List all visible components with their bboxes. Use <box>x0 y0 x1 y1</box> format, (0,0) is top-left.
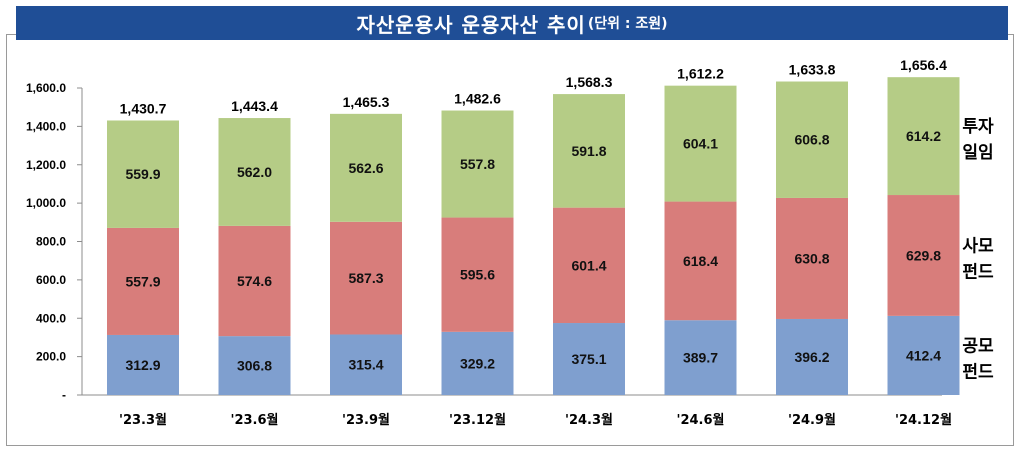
legend-entry: 일임 <box>962 142 993 163</box>
bar-segment <box>887 195 960 316</box>
bar-segment <box>330 113 402 222</box>
bar-segment <box>441 217 514 332</box>
y-tick-label: 400.0 <box>36 311 66 325</box>
bar-segment <box>441 331 514 395</box>
data-label: 315.4 <box>348 357 383 373</box>
bar-segment <box>107 227 179 335</box>
y-tick-label: 1,000.0 <box>26 196 66 210</box>
y-tick-label: 800.0 <box>36 235 66 249</box>
bar-segment <box>664 201 737 321</box>
bar-segment <box>107 120 179 228</box>
data-label: 601.4 <box>571 257 606 273</box>
y-tick-label: 1,200.0 <box>26 158 66 172</box>
data-label: 559.9 <box>125 166 160 182</box>
data-label: 614.2 <box>906 128 941 144</box>
x-tick-label: '24.9월 <box>788 412 836 428</box>
data-label: 412.4 <box>906 347 941 363</box>
x-tick-label: '23.9월 <box>342 412 390 428</box>
y-tick-label: 1,400.0 <box>26 119 66 133</box>
bar-segment <box>553 94 625 208</box>
data-label: 329.2 <box>460 355 495 371</box>
data-label: 629.8 <box>906 247 941 263</box>
bar-segment <box>330 221 402 335</box>
data-label: 306.8 <box>237 358 272 374</box>
data-label: 312.9 <box>125 357 160 373</box>
total-label: 1,568.3 <box>566 74 613 90</box>
x-tick-label: '23.12월 <box>449 412 506 428</box>
x-tick-label: '23.6월 <box>230 412 278 428</box>
data-label: 606.8 <box>794 132 829 148</box>
bar-segment <box>664 320 737 395</box>
chart-title: 자산운용사 운용자산 추이 <box>356 12 586 37</box>
x-tick-label: '24.12월 <box>895 412 952 428</box>
total-label: 1,633.8 <box>789 62 836 78</box>
bar-segment <box>218 225 291 337</box>
bar-segment <box>441 110 514 218</box>
chart-title-bar: 자산운용사 운용자산 추이 (단위 : 조원) <box>16 6 1008 40</box>
bar-segment <box>664 85 737 202</box>
data-label: 557.8 <box>460 156 495 172</box>
data-label: 604.1 <box>683 136 718 152</box>
bar-segment <box>887 77 960 196</box>
bar-segment <box>776 318 848 395</box>
x-tick-label: '23.3월 <box>119 412 167 428</box>
data-label: 591.8 <box>571 143 606 159</box>
legend-entry: 사모 <box>962 236 994 256</box>
x-tick-label: '24.3월 <box>565 412 613 428</box>
legend-entry: 공모 <box>962 336 994 356</box>
bar-segment <box>553 323 625 395</box>
data-label: 396.2 <box>794 349 829 365</box>
bar-segment <box>107 334 179 395</box>
data-label: 595.6 <box>460 267 495 283</box>
y-tick-label: 600.0 <box>36 273 66 287</box>
data-label: 587.3 <box>348 270 383 286</box>
total-label: 1,430.7 <box>120 100 167 116</box>
total-label: 1,465.3 <box>343 94 390 110</box>
bar-segment <box>330 334 402 395</box>
bar-segment <box>887 315 960 395</box>
y-tick-label: 1,600.0 <box>26 81 66 95</box>
legend-entry: 펀드 <box>962 362 994 382</box>
total-label: 1,443.4 <box>231 98 278 114</box>
bar-segment <box>218 336 291 395</box>
legend-entry: 펀드 <box>962 262 994 282</box>
data-label: 630.8 <box>794 250 829 266</box>
data-label: 557.9 <box>125 273 160 289</box>
y-tick-label: 200.0 <box>36 350 66 364</box>
data-label: 375.1 <box>571 351 606 367</box>
chart-unit: (단위 : 조원) <box>587 16 668 32</box>
total-label: 1,612.2 <box>677 66 724 82</box>
data-label: 389.7 <box>683 350 718 366</box>
total-label: 1,482.6 <box>454 91 501 107</box>
bar-segment <box>776 81 848 198</box>
bar-segment <box>776 197 848 319</box>
bar-segment <box>218 118 291 226</box>
bar-segment <box>553 207 625 324</box>
legend-entry: 투자 <box>962 117 994 137</box>
data-label: 574.6 <box>237 273 272 289</box>
data-label: 562.0 <box>237 164 272 180</box>
y-tick-label: - <box>62 388 66 402</box>
total-label: 1,656.4 <box>900 57 947 73</box>
x-tick-label: '24.6월 <box>676 412 724 428</box>
data-label: 618.4 <box>683 253 718 269</box>
data-label: 562.6 <box>348 160 383 176</box>
